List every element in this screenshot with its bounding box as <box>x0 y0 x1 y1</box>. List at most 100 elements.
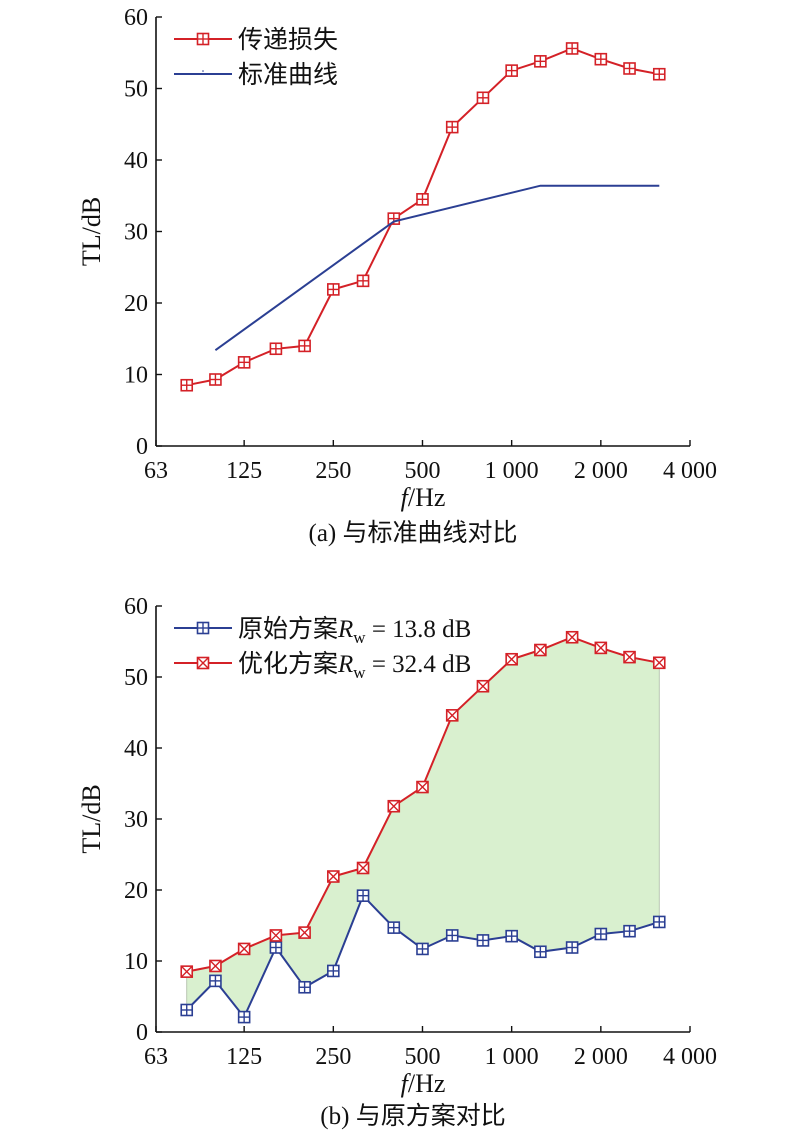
data-point-0-0 <box>180 1003 194 1017</box>
legend-name-prefix: 原始方案 <box>238 615 338 643</box>
legend-name-var: R <box>337 651 353 678</box>
legend-name-suffix: = 13.8 dB <box>366 616 472 643</box>
data-point-0-2 <box>237 356 251 369</box>
x-tick-label: 1 000 <box>485 458 539 484</box>
y-tick-label: 40 <box>124 148 148 174</box>
data-point-0-14 <box>594 927 608 941</box>
data-point-0-8 <box>416 193 429 206</box>
data-point-1-10 <box>476 679 490 693</box>
data-point-0-5 <box>327 964 340 978</box>
y-tick-label: 0 <box>136 434 148 460</box>
chart-panel-b: 0 10 20 30 40 50 60 63 125 250 500 1 000 2 000 4 000 f… <box>77 594 717 1130</box>
x-tick-label: 125 <box>226 458 262 484</box>
x-tick-label: 500 <box>404 458 440 484</box>
legend-name-var: R <box>337 616 353 643</box>
data-point-0-16 <box>652 67 666 81</box>
data-point-1-2 <box>237 942 251 956</box>
data-point-1-4 <box>298 926 311 939</box>
legend-label-0: 传递损失 <box>238 26 338 54</box>
data-point-0-0 <box>180 378 194 392</box>
data-point-1-12 <box>534 643 547 657</box>
y-tick-label: 30 <box>124 220 148 246</box>
data-point-0-16 <box>652 915 666 929</box>
y-tick-label: 20 <box>124 291 148 317</box>
data-point-1-0 <box>180 965 194 978</box>
data-point-1-1 <box>209 959 222 973</box>
data-point-0-2 <box>237 1010 251 1024</box>
legend-label-1: 优化方案Rw = 32.4 dB <box>238 650 471 682</box>
data-point-1-16 <box>652 656 666 670</box>
data-point-0-13 <box>565 941 579 954</box>
data-point-1-3 <box>269 929 283 942</box>
x-tick-label: 63 <box>144 1044 168 1070</box>
x-tick-label: 63 <box>144 458 168 484</box>
y-tick-label: 60 <box>124 594 148 620</box>
data-point-1-11 <box>505 652 518 666</box>
x-tick-label: 2 000 <box>574 458 628 484</box>
data-point-0-1 <box>209 373 222 386</box>
data-point-0-6 <box>356 274 370 288</box>
data-point-0-15 <box>623 62 636 75</box>
data-point-1-15 <box>623 650 636 664</box>
chart-panel-a: 0 10 20 30 40 50 60 63 125 250 500 1 000 2 000 4 000 f… <box>77 5 717 547</box>
data-point-0-8 <box>416 942 429 956</box>
legend-name-suffix: = 32.4 dB <box>366 651 472 678</box>
x-axis-label-var: f <box>401 483 412 512</box>
y-tick-label: 10 <box>124 363 148 389</box>
y-tick-label: 50 <box>124 77 148 103</box>
y-axis-label: TL/dB <box>77 197 106 266</box>
data-point-0-11 <box>505 64 518 77</box>
x-tick-label: 250 <box>315 1044 351 1070</box>
x-tick-label: 250 <box>315 458 351 484</box>
data-point-0-4 <box>298 980 311 994</box>
series-line-0 <box>186 47 660 387</box>
y-axis-label: TL/dB <box>77 784 106 853</box>
data-point-0-9 <box>445 929 459 942</box>
x-axis-label-unit: /Hz <box>408 1069 446 1098</box>
x-tick-label: 2 000 <box>574 1044 628 1070</box>
legend-name-sub: w <box>353 628 366 647</box>
series-line-1 <box>214 184 660 352</box>
legend-label-0: 原始方案Rw = 13.8 dB <box>238 615 471 647</box>
data-point-0-1 <box>209 974 222 988</box>
data-point-1-13 <box>565 630 579 644</box>
data-point-1-6 <box>356 861 370 875</box>
legend-swatch-marker-0 <box>196 32 210 46</box>
data-point-0-3 <box>269 342 283 356</box>
x-axis-label-unit: /Hz <box>408 483 446 512</box>
data-point-0-3 <box>269 941 283 954</box>
data-point-0-14 <box>594 52 608 66</box>
x-axis-label: f/Hz <box>401 1069 446 1098</box>
legend-swatch-marker-0 <box>196 621 210 635</box>
y-tick-label: 0 <box>136 1020 148 1046</box>
data-point-0-11 <box>505 929 518 943</box>
x-tick-label: 1 000 <box>485 1044 539 1070</box>
data-point-0-6 <box>356 889 370 902</box>
data-point-0-4 <box>298 339 311 353</box>
data-point-0-9 <box>445 120 459 134</box>
legend-swatch-dot-1 <box>202 70 204 72</box>
data-point-0-12 <box>534 55 547 68</box>
data-point-0-5 <box>327 283 340 296</box>
data-point-1-5 <box>327 870 340 883</box>
legend-name-prefix: 优化方案 <box>238 650 338 678</box>
data-point-1-9 <box>445 709 459 722</box>
data-point-0-7 <box>387 921 401 934</box>
y-tick-label: 30 <box>124 807 148 833</box>
x-tick-label: 4 000 <box>663 1044 717 1070</box>
data-point-1-8 <box>416 780 429 794</box>
data-point-1-7 <box>387 799 401 813</box>
legend-name-sub: w <box>353 663 366 682</box>
y-tick-label: 20 <box>124 878 148 904</box>
x-axis-label: f/Hz <box>401 483 446 512</box>
data-point-0-12 <box>534 945 547 959</box>
chart-caption: (b) 与原方案对比 <box>320 1102 505 1130</box>
chart-caption: (a) 与标准曲线对比 <box>309 519 518 547</box>
y-tick-label: 60 <box>124 5 148 31</box>
y-tick-label: 40 <box>124 736 148 762</box>
data-point-1-14 <box>594 641 608 655</box>
legend-label-1: 标准曲线 <box>238 61 338 89</box>
